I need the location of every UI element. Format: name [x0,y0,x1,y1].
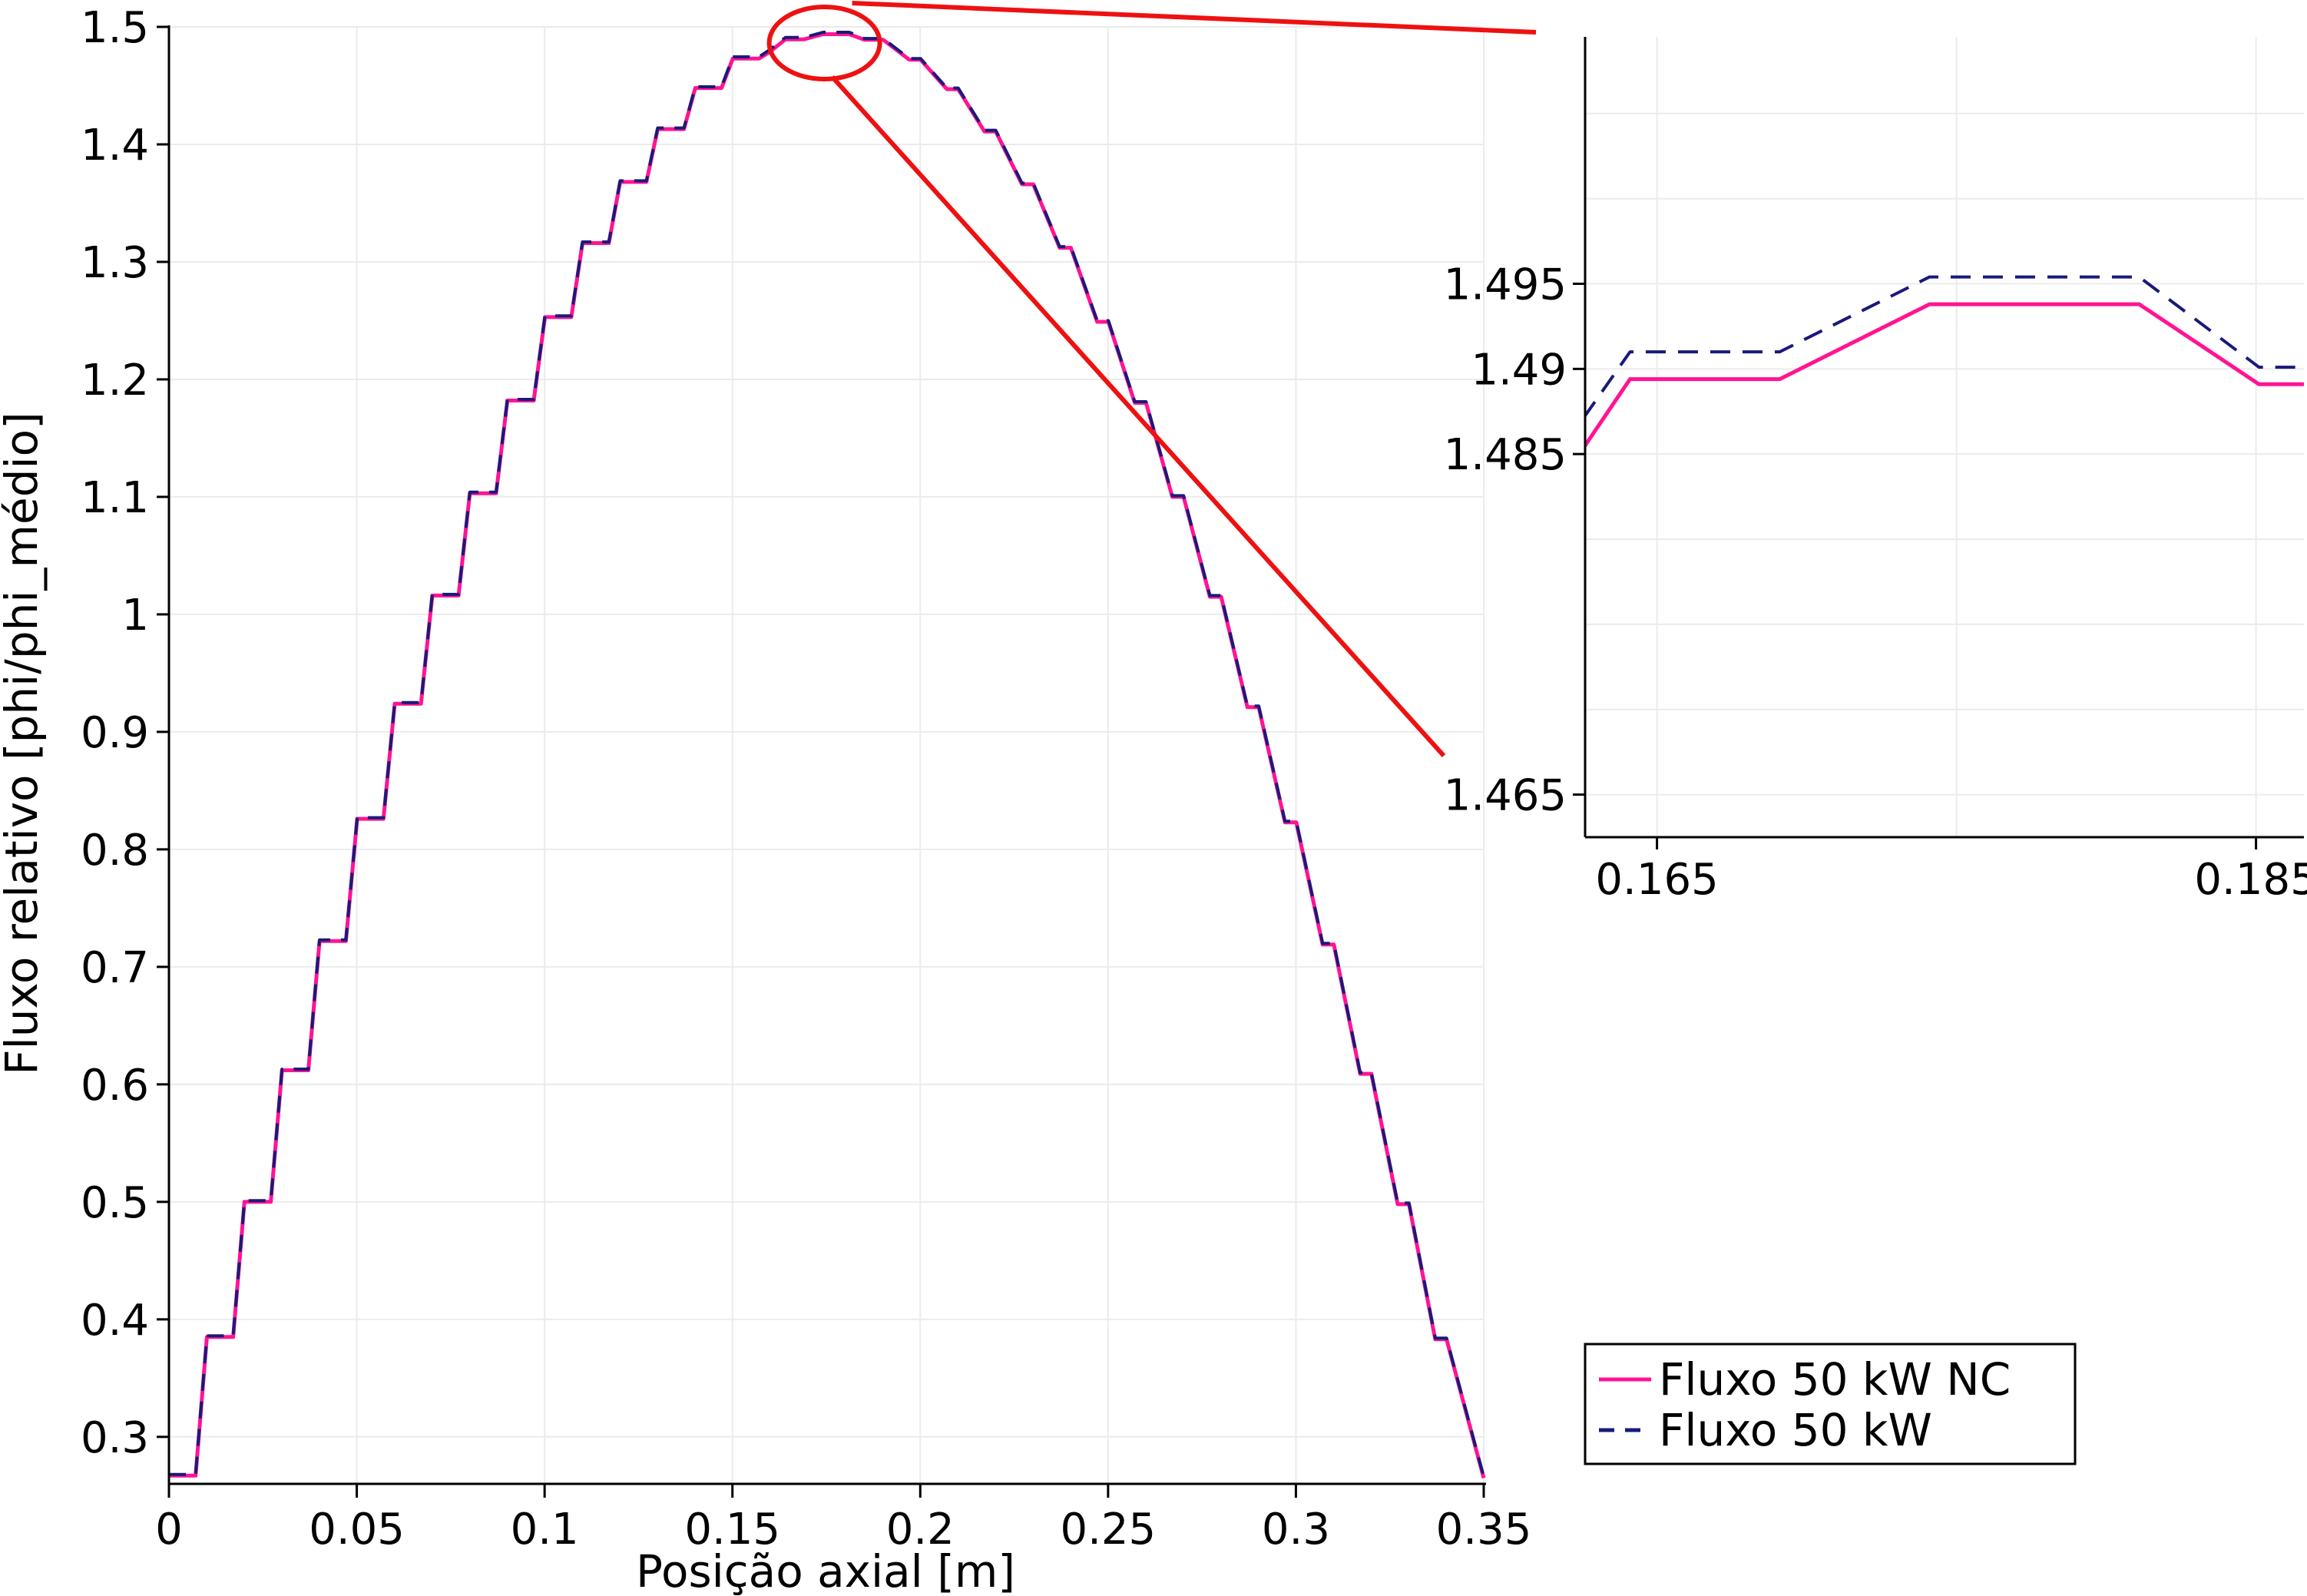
main-series-line-0 [169,32,1486,1479]
zoom-connector-top [852,1,1537,35]
main-y-tick-label-6: 0.9 [81,708,149,758]
inset-series [1585,275,2304,449]
inset-y-tick-label-3: 1.495 [1444,260,1567,310]
main-ticks: 0 0.05 0.1 0.15 0.2 0.25 0.3 0.35 0.3 0.4 0.5 0.6 0.… [81,3,1531,1555]
inset-y-tick-label-0: 1.465 [1444,771,1567,821]
main-series [169,31,1486,1479]
main-x-tick-label-7: 0.35 [1436,1505,1532,1555]
main-y-tick-label-11: 1.4 [81,121,149,171]
main-y-tick-label-5: 0.8 [81,826,149,876]
main-x-tick-label-5: 0.25 [1061,1505,1157,1555]
main-y-tick-label-0: 0.3 [81,1413,149,1463]
main-y-tick-label-9: 1.2 [81,356,149,406]
main-x-tick-label-0: 0 [155,1505,183,1555]
legend-label-base: Fluxo 50 kW [1659,1404,1932,1456]
zoom-ellipse [766,5,882,82]
main-x-tick-label-4: 0.2 [886,1505,955,1555]
inset-plot: 0.165 0.185 1.465 1.485 1.49 1.495 [1444,37,2307,905]
legend-box [1584,1343,2077,1465]
main-series-line-1 [169,31,1485,1478]
main-y-tick-label-1: 0.4 [81,1296,149,1346]
y-axis-label: Fluxo relativo [phi/phi_médio] [0,412,48,1075]
main-x-tick-label-2: 0.1 [511,1505,579,1555]
main-y-tick-label-4: 0.7 [81,943,149,993]
x-axis-label: Posição axial [m] [636,1545,1015,1596]
main-x-tick-label-6: 0.3 [1262,1505,1330,1555]
inset-x-tick-label-1: 0.185 [2194,855,2307,905]
main-grid [168,26,1484,1484]
zoom-connector-bottom [830,75,1446,758]
main-y-tick-label-10: 1.3 [81,238,149,288]
main-plot: 0 0.05 0.1 0.15 0.2 0.25 0.3 0.35 0.3 0.4 0.5 0.6 0.… [0,3,1531,1596]
main-y-tick-label-8: 1.1 [81,473,149,523]
zoom-annotation [766,1,1537,758]
inset-x-tick-label-0: 0.165 [1595,855,1718,905]
inset-ticks: 0.165 0.185 1.465 1.485 1.49 1.495 [1444,260,2307,905]
inset-axes [1584,37,2304,839]
legend-label-nc: Fluxo 50 kW NC [1659,1353,2011,1406]
inset-grid [1585,37,2304,837]
main-y-tick-label-3: 0.6 [81,1061,149,1111]
inset-y-tick-label-2: 1.49 [1471,345,1567,395]
main-x-tick-label-1: 0.05 [309,1505,405,1555]
main-x-tick-label-3: 0.15 [684,1505,780,1555]
main-y-tick-label-12: 1.5 [81,3,149,53]
main-y-tick-label-2: 0.5 [81,1178,149,1228]
inset-series-line-0 [1585,302,2304,449]
main-axes [167,25,1486,1485]
main-y-tick-label-7: 1 [121,591,149,641]
legend: Fluxo 50 kW NC Fluxo 50 kW [1584,1343,2077,1465]
inset-y-tick-label-1: 1.485 [1444,430,1567,480]
